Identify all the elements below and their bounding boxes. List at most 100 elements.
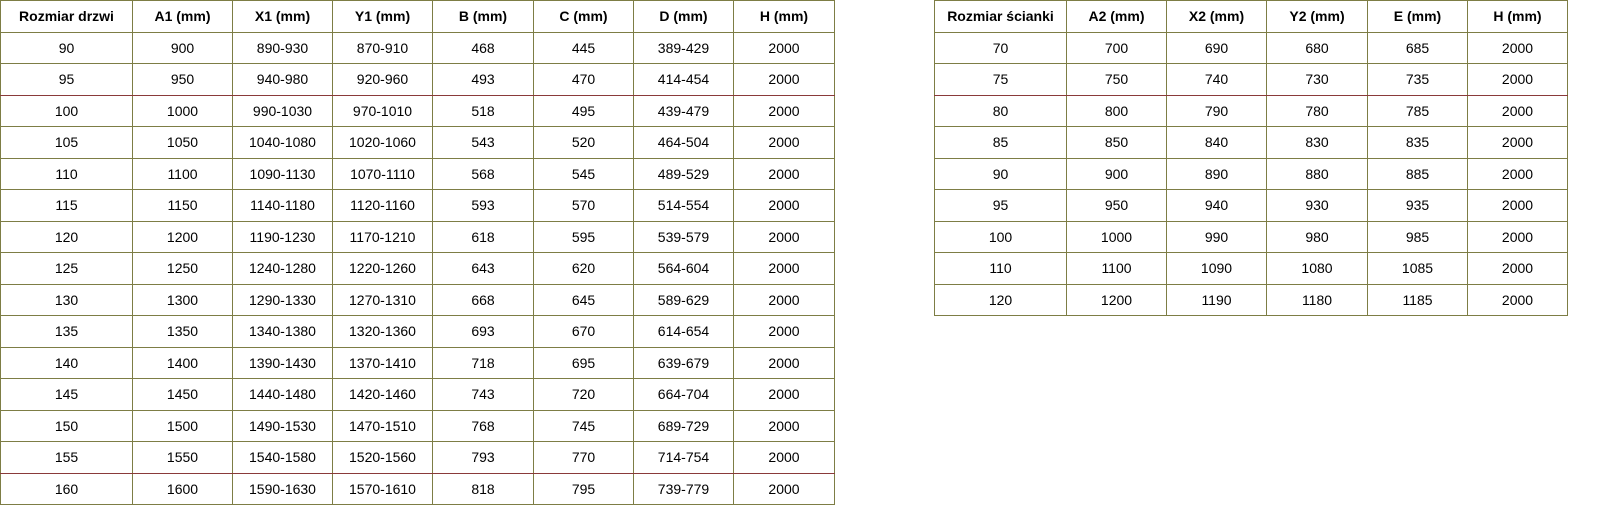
data-cell: 770 (533, 441, 634, 474)
data-cell: 105 (0, 126, 133, 159)
data-cell: 2000 (733, 472, 835, 505)
data-cell: 745 (533, 409, 634, 442)
header-cell: X2 (mm) (1166, 0, 1267, 33)
data-cell: 445 (533, 31, 634, 64)
data-cell: 1290-1330 (232, 283, 333, 316)
data-cell: 468 (432, 31, 534, 64)
header-cell: A2 (mm) (1066, 0, 1167, 33)
data-cell: 2000 (1467, 63, 1568, 96)
data-row: 100 1000 990-1030 970-1010 518 495 439-479 2000 (0, 94, 835, 127)
data-cell: 940-980 (232, 63, 333, 96)
data-cell: 690 (1166, 31, 1267, 64)
header-row: Rozmiar drzwi A1 (mm) X1 (mm) Y1 (mm) B (mm)… (0, 0, 835, 33)
data-cell: 790 (1166, 94, 1267, 127)
data-cell: 514-554 (633, 189, 734, 222)
data-cell: 145 (0, 378, 133, 411)
data-cell: 495 (533, 94, 634, 127)
data-cell: 1390-1430 (232, 346, 333, 379)
data-cell: 2000 (733, 157, 835, 190)
data-cell: 970-1010 (332, 94, 433, 127)
data-cell: 1550 (132, 441, 233, 474)
data-cell: 664-704 (633, 378, 734, 411)
header-cell: A1 (mm) (132, 0, 233, 33)
data-cell: 985 (1367, 220, 1468, 253)
data-cell: 940 (1166, 189, 1267, 222)
header-cell: D (mm) (633, 0, 734, 33)
data-cell: 90 (934, 157, 1067, 190)
data-row: 105 1050 1040-1080 1020-1060 543 520 464-504 20… (0, 126, 835, 159)
data-row: 125 1250 1240-1280 1220-1260 643 620 564-604 20… (0, 252, 835, 285)
header-cell: B (mm) (432, 0, 534, 33)
data-cell: 110 (934, 252, 1067, 285)
header-cell: Y1 (mm) (332, 0, 433, 33)
data-cell: 1185 (1367, 283, 1468, 316)
data-cell: 130 (0, 283, 133, 316)
data-cell: 1470-1510 (332, 409, 433, 442)
data-cell: 120 (0, 220, 133, 253)
data-cell: 2000 (733, 346, 835, 379)
data-cell: 120 (934, 283, 1067, 316)
data-row: 155 1550 1540-1580 1520-1560 793 770 714-754 20… (0, 441, 835, 474)
data-cell: 414-454 (633, 63, 734, 96)
data-cell: 1500 (132, 409, 233, 442)
header-cell: H (mm) (1467, 0, 1568, 33)
data-cell: 795 (533, 472, 634, 505)
data-cell: 1150 (132, 189, 233, 222)
data-cell: 100 (934, 220, 1067, 253)
data-cell: 2000 (733, 63, 835, 96)
data-cell: 489-529 (633, 157, 734, 190)
data-cell: 900 (1066, 157, 1167, 190)
data-cell: 1440-1480 (232, 378, 333, 411)
data-cell: 2000 (733, 31, 835, 64)
data-cell: 890 (1166, 157, 1267, 190)
data-cell: 990 (1166, 220, 1267, 253)
data-cell: 1450 (132, 378, 233, 411)
data-cell: 645 (533, 283, 634, 316)
data-cell: 135 (0, 315, 133, 348)
data-cell: 564-604 (633, 252, 734, 285)
data-cell: 589-629 (633, 283, 734, 316)
data-cell: 95 (0, 63, 133, 96)
data-cell: 595 (533, 220, 634, 253)
data-cell: 1100 (1066, 252, 1167, 285)
data-cell: 1200 (132, 220, 233, 253)
data-cell: 2000 (733, 409, 835, 442)
data-row: 85 850 840 830 835 2000 (934, 126, 1568, 159)
data-cell: 1370-1410 (332, 346, 433, 379)
data-row: 135 1350 1340-1380 1320-1360 693 670 614-654 20… (0, 315, 835, 348)
data-cell: 870-910 (332, 31, 433, 64)
size-table: Rozmiar ścianki A2 (mm) X2 (mm) Y2 (mm) E (m… (934, 0, 1568, 316)
data-cell: 714-754 (633, 441, 734, 474)
data-cell: 1170-1210 (332, 220, 433, 253)
data-row: 140 1400 1390-1430 1370-1410 718 695 639-679 20… (0, 346, 835, 379)
data-cell: 75 (934, 63, 1067, 96)
data-cell: 470 (533, 63, 634, 96)
data-cell: 1100 (132, 157, 233, 190)
data-cell: 100 (0, 94, 133, 127)
data-cell: 1050 (132, 126, 233, 159)
data-cell: 95 (934, 189, 1067, 222)
data-cell: 668 (432, 283, 534, 316)
data-row: 120 1200 1190-1230 1170-1210 618 595 539-579 20… (0, 220, 835, 253)
data-cell: 2000 (733, 220, 835, 253)
data-cell: 830 (1266, 126, 1368, 159)
data-cell: 2000 (1467, 252, 1568, 285)
data-cell: 1400 (132, 346, 233, 379)
data-cell: 1090 (1166, 252, 1267, 285)
data-cell: 115 (0, 189, 133, 222)
data-cell: 614-654 (633, 315, 734, 348)
header-cell: Rozmiar drzwi (0, 0, 133, 33)
data-cell: 545 (533, 157, 634, 190)
data-cell: 2000 (733, 252, 835, 285)
data-row: 130 1300 1290-1330 1270-1310 668 645 589-629 20… (0, 283, 835, 316)
data-cell: 543 (432, 126, 534, 159)
data-cell: 620 (533, 252, 634, 285)
header-cell: C (mm) (533, 0, 634, 33)
data-cell: 2000 (1467, 189, 1568, 222)
data-cell: 639-679 (633, 346, 734, 379)
data-row: 90 900 890 880 885 2000 (934, 157, 1568, 190)
data-cell: 1090-1130 (232, 157, 333, 190)
data-cell: 1140-1180 (232, 189, 333, 222)
data-cell: 695 (533, 346, 634, 379)
data-cell: 990-1030 (232, 94, 333, 127)
